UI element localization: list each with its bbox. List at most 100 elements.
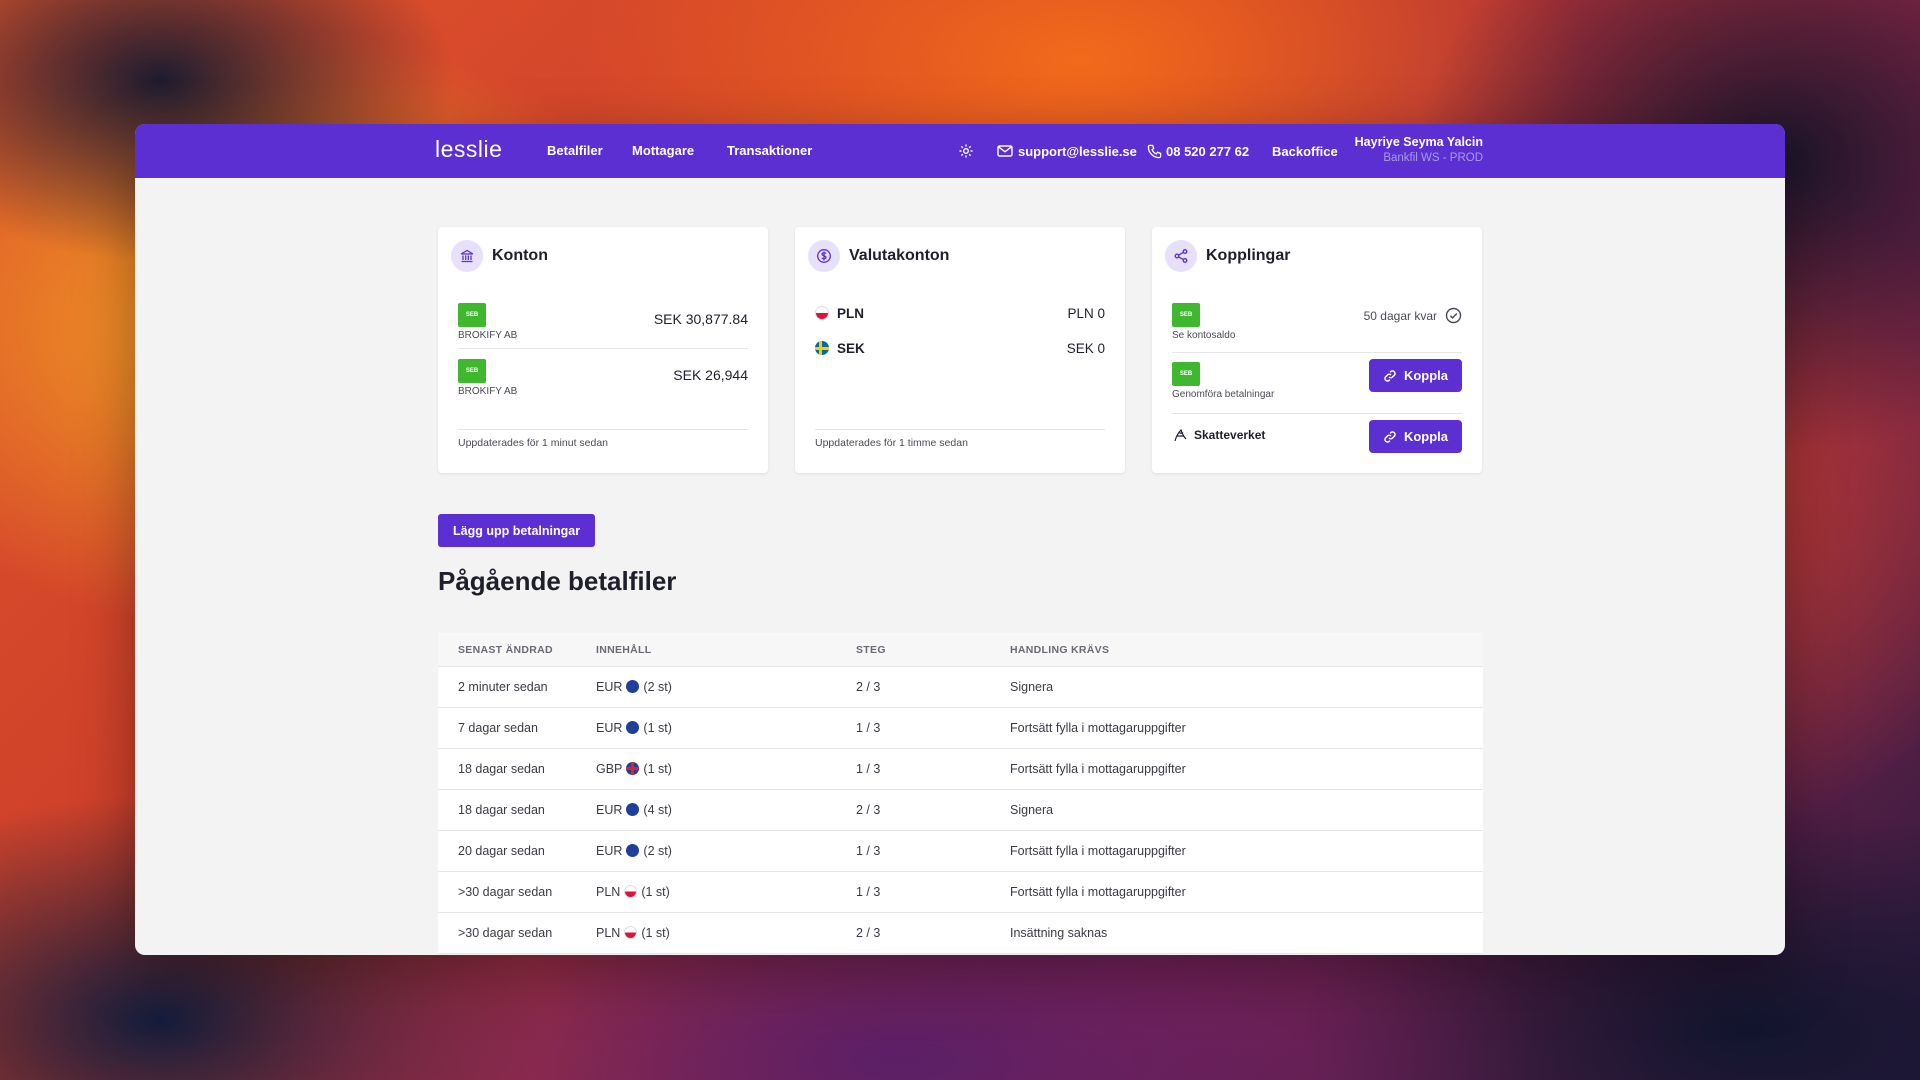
currency-code: EUR (596, 721, 623, 735)
content: PLN (1 st) (596, 926, 670, 940)
share-icon (1165, 240, 1197, 272)
item-count: (2 st) (643, 680, 672, 694)
connection-status: 50 dagar kvar (1363, 308, 1437, 323)
payment-files-table: SENAST ÄNDRAD INNEHÅLL STEG HANDLING KRÄ… (438, 633, 1483, 954)
table-row[interactable]: >30 dagar sedan PLN (1 st) 2 / 3 Insättning … (438, 913, 1483, 954)
check-circle-icon (1445, 307, 1462, 324)
table-row[interactable]: >30 dagar sedan PLN (1 st) 1 / 3 Fortsätt fy… (438, 872, 1483, 913)
valutakonton-updated: Uppdaterades för 1 timme sedan (815, 437, 968, 449)
account-row[interactable]: SEB BROKIFY AB SEK 26,944 (458, 359, 748, 397)
currency-code: EUR (596, 680, 623, 694)
content: PLN (1 st) (596, 885, 670, 899)
action-required: Insättning saknas (1010, 926, 1108, 940)
gb-flag-icon (626, 762, 640, 775)
koppla-button[interactable]: Koppla (1369, 359, 1462, 392)
item-count: (1 st) (643, 721, 672, 735)
column-header: HANDLING KRÄVS (1010, 644, 1110, 656)
currency-row-pln[interactable]: PLN PLN 0 (815, 303, 1105, 323)
column-header: STEG (856, 644, 886, 656)
seb-logo: SEB (458, 303, 486, 327)
divider (1172, 352, 1462, 353)
nav-link-mottagare[interactable]: Mottagare (632, 143, 695, 158)
column-header: SENAST ÄNDRAD (458, 644, 553, 656)
settings-icon[interactable] (958, 124, 974, 178)
table-body: 2 minuter sedan EUR (2 st) 2 / 3 Signera 7 da… (438, 667, 1483, 954)
eu-flag-icon (626, 680, 640, 693)
currency-code: SEK (837, 340, 865, 356)
koppla-skatteverket-button[interactable]: Koppla (1369, 420, 1462, 453)
item-count: (1 st) (641, 926, 670, 940)
top-navbar: lesslie Betalfiler Mottagare Transaktion… (135, 124, 1785, 178)
konton-title: Konton (492, 247, 548, 264)
connection-label: Se kontosaldo (1172, 330, 1236, 341)
user-menu[interactable]: Hayriye Seyma Yalcin Bankfil WS - PROD (1355, 135, 1483, 164)
last-changed: >30 dagar sedan (458, 926, 553, 940)
konton-card: Konton SEB BROKIFY AB SEK 30,877.84 SEB … (438, 227, 768, 473)
item-count: (4 st) (643, 803, 672, 817)
action-required: Signera (1010, 803, 1054, 817)
content: EUR (2 st) (596, 844, 672, 858)
seb-logo: SEB (1172, 362, 1200, 386)
account-name: BROKIFY AB (458, 386, 518, 397)
last-changed: 7 dagar sedan (458, 721, 538, 735)
kopplingar-title: Kopplingar (1206, 247, 1291, 264)
table-row[interactable]: 7 dagar sedan EUR (1 st) 1 / 3 Fortsätt fyll… (438, 708, 1483, 749)
divider (815, 429, 1105, 430)
step: 1 / 3 (856, 844, 881, 858)
last-changed: 18 dagar sedan (458, 762, 545, 776)
support-phone: 08 520 277 62 (1166, 143, 1250, 159)
eu-flag-icon (626, 721, 640, 734)
user-environment: Bankfil WS - PROD (1383, 152, 1483, 164)
content: EUR (2 st) (596, 680, 672, 694)
item-count: (1 st) (641, 885, 670, 899)
link-icon (1384, 430, 1396, 443)
nav-link-transaktioner[interactable]: Transaktioner (727, 143, 813, 158)
content: GBP (1 st) (596, 762, 672, 776)
valutakonton-title: Valutakonton (849, 247, 950, 264)
koppla-button-label: Koppla (1403, 429, 1449, 444)
section-title: Pågående betalfiler (438, 566, 677, 596)
currency-code: EUR (596, 803, 623, 817)
action-required: Signera (1010, 680, 1054, 694)
last-changed: 20 dagar sedan (458, 844, 545, 858)
support-phone-link[interactable]: 08 520 277 62 (1147, 124, 1249, 178)
content: EUR (4 st) (596, 803, 672, 817)
backoffice-link[interactable]: Backoffice (1272, 143, 1338, 159)
valutakonton-card: Valutakonton PLN PLN 0 SEK SEK 0 Uppdate… (795, 227, 1125, 473)
step: 1 / 3 (856, 721, 881, 735)
currency-row-sek[interactable]: SEK SEK 0 (815, 338, 1105, 358)
account-balance: SEK 26,944 (673, 367, 748, 383)
table-row[interactable]: 18 dagar sedan EUR (4 st) 2 / 3 Signera (438, 790, 1483, 831)
app-logo[interactable]: lesslie (435, 136, 503, 162)
app-window: lesslie Betalfiler Mottagare Transaktion… (135, 124, 1785, 955)
connection-label: Skatteverket (1194, 428, 1266, 442)
skatteverket-logo-icon (1174, 428, 1187, 442)
currency-code: PLN (596, 885, 621, 899)
kopplingar-card: Kopplingar SEB Se kontosaldo 50 dagar kv… (1152, 227, 1482, 473)
currency-code: PLN (837, 305, 864, 321)
account-row[interactable]: SEB BROKIFY AB SEK 30,877.84 (458, 303, 748, 341)
divider (458, 429, 748, 430)
item-count: (1 st) (643, 762, 672, 776)
account-balance: SEK 30,877.84 (653, 311, 748, 327)
nav-link-betalfiler[interactable]: Betalfiler (547, 143, 603, 158)
sweden-flag-icon (815, 341, 829, 355)
table-header: SENAST ÄNDRAD INNEHÅLL STEG HANDLING KRÄ… (438, 633, 1483, 667)
eu-flag-icon (626, 803, 640, 816)
phone-icon (1147, 144, 1162, 158)
currency-code: GBP (596, 762, 623, 776)
account-name: BROKIFY AB (458, 330, 518, 341)
koppla-button-label: Koppla (1403, 368, 1449, 383)
upload-payments-button[interactable]: Lägg upp betalningar (438, 514, 596, 547)
support-email-link[interactable]: support@lesslie.se (997, 124, 1137, 178)
pl-flag-icon (624, 926, 638, 939)
step: 2 / 3 (856, 926, 881, 940)
item-count: (2 st) (643, 844, 672, 858)
last-changed: 18 dagar sedan (458, 803, 545, 817)
table-row[interactable]: 2 minuter sedan EUR (2 st) 2 / 3 Signera (438, 667, 1483, 708)
table-row[interactable]: 20 dagar sedan EUR (2 st) 1 / 3 Fortsätt fyl… (438, 831, 1483, 872)
currency-balance: PLN 0 (1067, 305, 1105, 321)
connection-row-saldo: SEB Se kontosaldo 50 dagar kvar (1172, 303, 1462, 341)
content: EUR (1 st) (596, 721, 672, 735)
table-row[interactable]: 18 dagar sedan GBP (1 st) 1 / 3 Fortsätt fyl… (438, 749, 1483, 790)
